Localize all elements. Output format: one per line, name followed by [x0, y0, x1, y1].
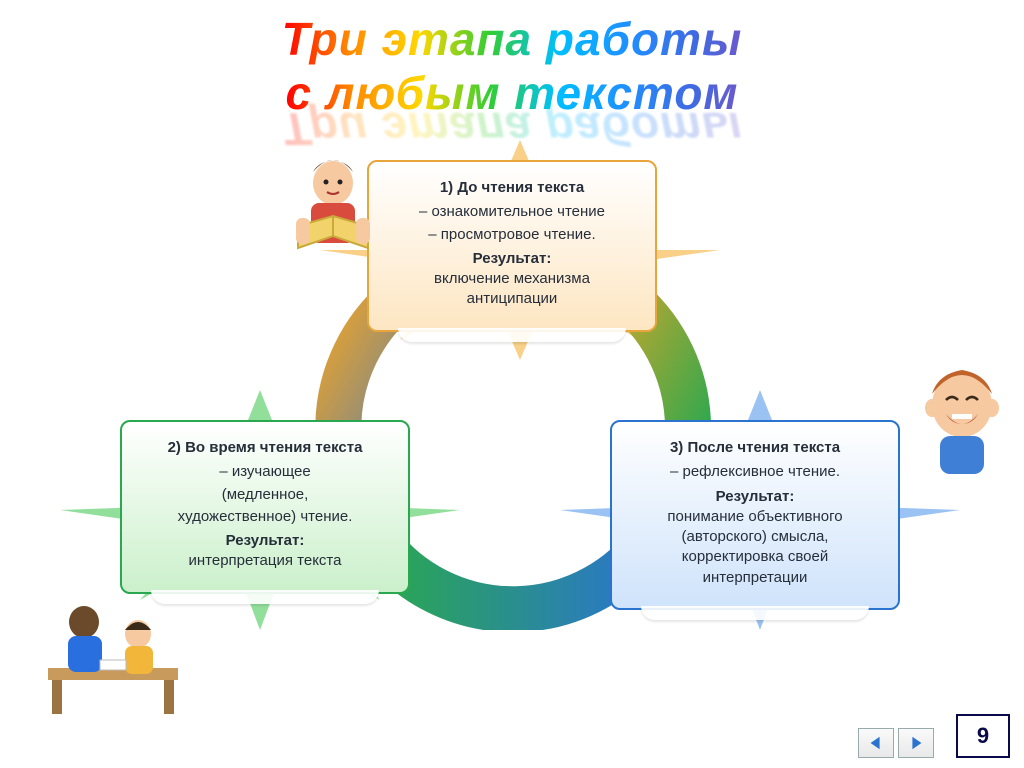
title-reflection: Три этапа работы — [0, 102, 1024, 156]
stage-box-3: 3) После чтения текста – рефлексивное чт… — [610, 420, 900, 610]
stage-3-heading: 3) После чтения текста — [630, 438, 880, 458]
stage-3-line-a: – рефлексивное чтение. — [630, 462, 880, 482]
page-number-value: 9 — [977, 723, 989, 749]
slide-nav — [858, 728, 934, 758]
stage-2-result-label: Результат: — [140, 531, 390, 551]
stage-box-1: 1) До чтения текста – ознакомительное чт… — [367, 160, 657, 332]
stage-2-result-text: интерпретация текста — [140, 551, 390, 571]
adult-child-desk-icon — [38, 590, 188, 720]
slide-title: Три этапа работы с любым текстом Три эта… — [0, 0, 1024, 156]
boy-reading-icon — [278, 148, 388, 268]
stage-1-line-b: – просмотровое чтение. — [387, 225, 637, 245]
stage-2-line-b: (медленное, — [140, 485, 390, 505]
stage-1-line-a: – ознакомительное чтение — [387, 202, 637, 222]
title-line-1: Три этапа работы — [282, 12, 743, 66]
stage-1-heading: 1) До чтения текста — [387, 178, 637, 198]
stage-2-line-a: – изучающее — [140, 462, 390, 482]
scroll-curl-1 — [398, 328, 627, 342]
stage-1-result-label: Результат: — [387, 249, 637, 269]
three-stage-cycle-diagram: 1) До чтения текста – ознакомительное чт… — [0, 160, 1024, 720]
laughing-face-icon — [912, 360, 1012, 480]
page-number: 9 — [956, 714, 1010, 758]
next-slide-button[interactable] — [898, 728, 934, 758]
stage-1-result-text: включение механизма антиципации — [387, 269, 637, 310]
scroll-curl-3 — [641, 606, 870, 620]
stage-2-line-c: художественное) чтение. — [140, 507, 390, 527]
stage-3-result-text: понимание объективного (авторского) смыс… — [630, 507, 880, 588]
prev-slide-button[interactable] — [858, 728, 894, 758]
stage-box-2: 2) Во время чтения текста – изучающее (м… — [120, 420, 410, 594]
stage-3-result-label: Результат: — [630, 487, 880, 507]
stage-2-heading: 2) Во время чтения текста — [140, 438, 390, 458]
